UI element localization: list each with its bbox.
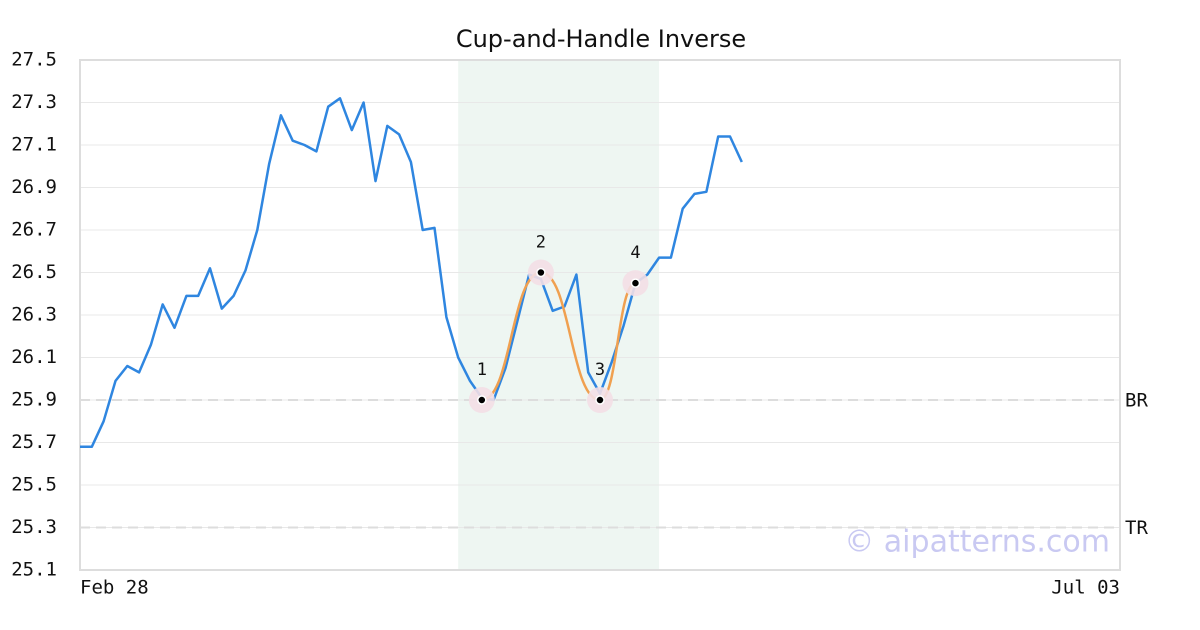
y-tick-label: 26.7: [11, 219, 57, 241]
pattern-curve: [481, 271, 636, 402]
y-tick-label: 25.7: [11, 431, 57, 453]
y-tick-label: 25.3: [11, 516, 57, 538]
reference-label: TR: [1125, 517, 1148, 539]
y-tick-label: 27.1: [11, 134, 57, 156]
pattern-point: [477, 395, 487, 405]
y-tick-label: 25.5: [11, 474, 57, 496]
x-tick-label: Feb 28: [80, 577, 149, 599]
y-tick-label: 25.1: [11, 559, 57, 581]
y-tick-label: 26.9: [11, 176, 57, 198]
x-tick-label: Jul 03: [1051, 577, 1120, 599]
y-tick-label: 26.3: [11, 304, 57, 326]
pattern-point: [595, 395, 605, 405]
watermark: © aipatterns.com: [844, 525, 1110, 560]
y-tick-label: 27.5: [11, 49, 57, 71]
pattern-label: 4: [630, 243, 640, 263]
series-line: [80, 97, 743, 449]
pattern-label: 1: [477, 360, 487, 380]
reference-label: BR: [1125, 390, 1148, 412]
y-tick-label: 26.5: [11, 261, 57, 283]
y-tick-label: 27.3: [11, 91, 57, 113]
pattern-point: [630, 278, 641, 288]
pattern-label: 3: [595, 360, 605, 380]
y-tick-label: 25.9: [11, 389, 57, 411]
pattern-label: 2: [536, 233, 546, 253]
y-tick-label: 26.1: [11, 346, 57, 368]
chart-title: Cup-and-Handle Inverse: [456, 25, 746, 53]
pattern-point: [536, 267, 546, 278]
plot-frame: [79, 59, 1121, 571]
